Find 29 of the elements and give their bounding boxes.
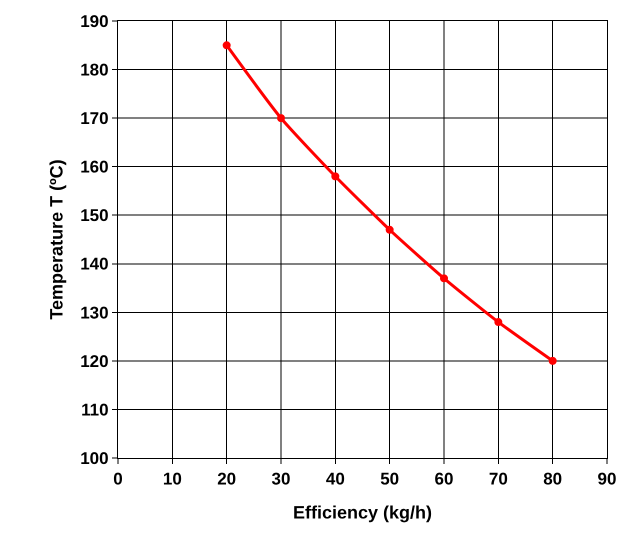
y-tick-label: 100 <box>80 448 109 468</box>
y-tick-label: 180 <box>80 60 109 80</box>
point <box>440 274 448 282</box>
point <box>386 226 394 234</box>
y-tick-label: 150 <box>80 206 109 226</box>
point <box>548 356 557 365</box>
point <box>277 114 285 122</box>
y-tick-label: 170 <box>80 109 109 128</box>
y-tick-label: 110 <box>81 400 109 420</box>
x-tick-label: 70 <box>488 469 508 488</box>
point <box>222 41 231 50</box>
x-tick-label: 80 <box>543 469 562 488</box>
y-tick-label: 140 <box>80 254 109 274</box>
x-tick-label: 50 <box>380 469 400 488</box>
x-tick-label: 10 <box>162 469 182 488</box>
point <box>331 172 340 180</box>
x-tick-label: 90 <box>598 469 616 488</box>
x-tick-label: 60 <box>434 469 454 488</box>
point <box>494 318 502 326</box>
y-tick-label: 130 <box>80 303 109 322</box>
y-tick-label: 190 <box>80 12 109 31</box>
x-tick-label: 0 <box>113 469 123 488</box>
x-tick-label: 40 <box>326 469 345 488</box>
y-tick-label: 160 <box>80 158 109 177</box>
y-axis-title: Temperature T (ºC) <box>46 159 66 320</box>
x-tick-label: 30 <box>272 469 290 488</box>
x-axis-title: Efficiency (kg/h) <box>292 502 432 522</box>
x-tick-label: 20 <box>217 469 236 488</box>
y-tick-label: 120 <box>80 352 109 371</box>
